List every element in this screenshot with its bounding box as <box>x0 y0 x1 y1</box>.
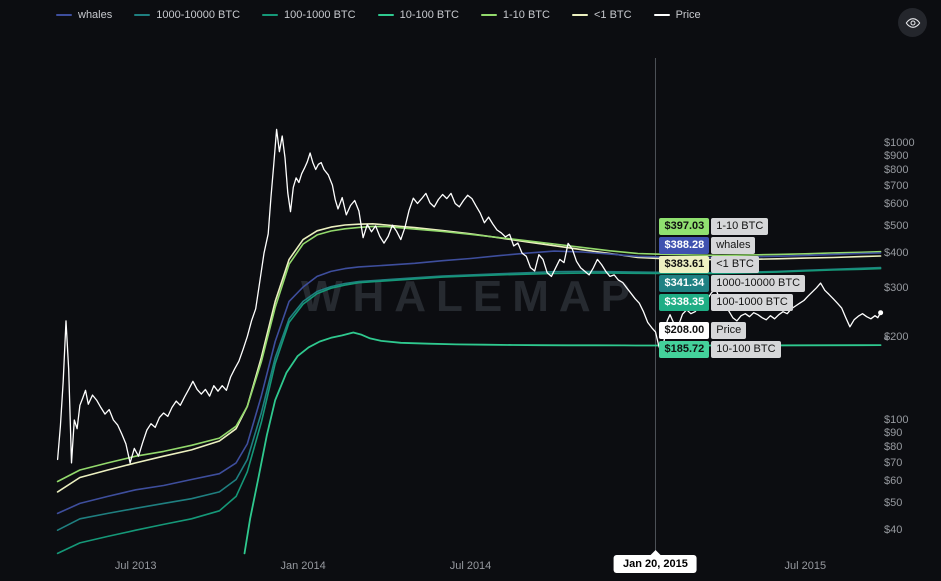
right-edge-marker-dot <box>884 336 888 340</box>
x-axis-label: Jul 2014 <box>449 560 492 572</box>
series-line-100-1000-btc <box>56 267 882 555</box>
legend-item-10-100-btc[interactable]: 10-100 BTC <box>377 9 459 21</box>
legend-line-swatch <box>134 14 151 16</box>
y-axis-label: $80 <box>884 440 903 453</box>
y-axis-label: $50 <box>884 497 903 510</box>
tooltip-row-10-100-btc: $185.72 10-100 BTC <box>659 341 781 358</box>
legend-line-swatch <box>262 14 279 16</box>
tooltip-value: $388.28 <box>659 237 710 254</box>
legend-line-swatch <box>480 14 497 16</box>
price-last-point-dot <box>878 310 884 316</box>
series-line-price <box>56 128 882 464</box>
tooltip-series-label: <1 BTC <box>711 256 759 273</box>
legend-item-1-10-btc[interactable]: 1-10 BTC <box>480 9 550 21</box>
tooltip-row-1000-10000-btc: $341.34 1000-10000 BTC <box>659 275 806 292</box>
tooltip-value: $185.72 <box>659 341 710 358</box>
legend-label: 1-10 BTC <box>502 9 550 21</box>
tooltip-series-label: 1-10 BTC <box>711 218 769 235</box>
visibility-toggle-button[interactable] <box>898 8 927 37</box>
y-axis-label: $40 <box>884 524 903 537</box>
series-line-10-100-btc <box>243 331 882 555</box>
y-axis-label: $800 <box>884 163 909 176</box>
y-axis-label: $500 <box>884 220 909 233</box>
y-axis-label: $600 <box>884 198 909 211</box>
legend-item-price[interactable]: Price <box>653 9 701 21</box>
watermark: WHALEMAP <box>300 272 641 321</box>
tooltip-row-100-1000-btc: $338.35 100-1000 BTC <box>659 294 793 311</box>
legend-line-swatch <box>571 14 588 16</box>
y-axis-label: $900 <box>884 149 909 162</box>
tooltip-series-label: 10-100 BTC <box>711 341 781 358</box>
legend-label: whales <box>78 9 113 21</box>
legend-label: 1000-10000 BTC <box>156 9 241 21</box>
tooltip-series-label: Price <box>711 322 747 339</box>
legend-item-whales[interactable]: whales <box>56 9 112 21</box>
tooltip-series-label: 1000-10000 BTC <box>711 275 806 292</box>
y-axis-label: $200 <box>884 330 909 343</box>
legend-line-swatch <box>377 14 394 16</box>
y-axis-label: $100 <box>884 414 909 426</box>
legend-label: 10-100 BTC <box>399 9 459 21</box>
tooltip-value: $383.61 <box>659 256 710 273</box>
tooltip-series-label: whales <box>711 237 756 254</box>
legend-item-lt1-btc[interactable]: <1 BTC <box>571 9 632 21</box>
tooltip-row-1-10-btc: $397.03 1-10 BTC <box>659 218 769 235</box>
y-axis-label: $300 <box>884 281 909 294</box>
legend-label: 100-1000 BTC <box>284 9 356 21</box>
tooltip-row-price: $208.00 Price <box>659 322 747 339</box>
y-axis-label: $1000 <box>884 137 915 149</box>
eye-icon <box>905 17 920 28</box>
legend-line-swatch <box>653 14 670 16</box>
legend: whales 1000-10000 BTC 100-1000 BTC 10-100 B… <box>56 9 701 21</box>
crosshair-date-label: Jan 20, 2015 <box>623 558 688 570</box>
y-axis-label: $400 <box>884 247 909 260</box>
tooltip-value: $397.03 <box>659 218 710 235</box>
y-axis-label: $700 <box>884 179 909 192</box>
tooltip-series-label: 100-1000 BTC <box>711 294 793 311</box>
legend-item-1000-10000-btc[interactable]: 1000-10000 BTC <box>134 9 240 21</box>
y-axis-label: $90 <box>884 426 903 439</box>
crosshair-date-tooltip: Jan 20, 2015 <box>614 550 697 573</box>
tooltip-row-whales: $388.28 whales <box>659 237 756 254</box>
series-line-1-10-btc <box>56 225 882 483</box>
tooltip-row-lt1-btc: $383.61 <1 BTC <box>659 256 759 273</box>
tooltip-value: $338.35 <box>659 294 710 311</box>
tooltip-value: $208.00 <box>659 322 710 339</box>
legend-line-swatch <box>56 14 72 16</box>
x-axis-label: Jan 2014 <box>280 560 326 572</box>
legend-label: Price <box>675 9 701 21</box>
x-axis-label: Jul 2013 <box>114 560 157 572</box>
y-axis-label: $70 <box>884 456 903 469</box>
x-axis-label: Jul 2015 <box>784 560 827 572</box>
y-axis-label: $60 <box>884 475 903 488</box>
legend-item-100-1000-btc[interactable]: 100-1000 BTC <box>262 9 356 21</box>
legend-label: <1 BTC <box>593 9 632 21</box>
tooltip-value: $341.34 <box>659 275 710 292</box>
